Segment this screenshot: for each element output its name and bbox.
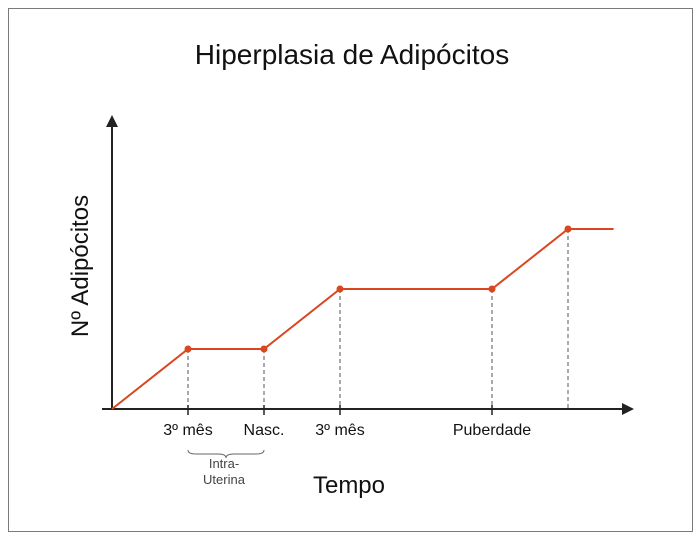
x-axis-title: Tempo — [313, 472, 385, 499]
series-group — [111, 225, 614, 410]
annotation-line-1: Intra- — [209, 456, 239, 471]
data-point — [564, 225, 572, 233]
series-line — [111, 228, 614, 410]
guide-lines — [187, 229, 569, 409]
annotation-line-2: Uterina — [203, 472, 246, 487]
x-tick-label: 3º mês — [163, 422, 212, 439]
intra-uterine-bracket — [187, 449, 265, 459]
x-tick-label: Nasc. — [244, 422, 285, 439]
x-tick-label: Puberdade — [453, 422, 531, 439]
y-axis-arrow — [106, 115, 118, 127]
y-axis-title: Nº Adipócitos — [67, 195, 94, 337]
chart-title: Hiperplasia de Adipócitos — [195, 39, 509, 70]
data-point — [336, 285, 344, 293]
chart-frame — [8, 8, 693, 532]
data-point — [488, 285, 496, 293]
data-point — [260, 345, 268, 353]
x-axis-arrow — [622, 403, 634, 415]
tick-group: 3º mês Nasc. 3º mês Puberdade — [163, 405, 531, 439]
x-tick-label: 3º mês — [315, 422, 364, 439]
data-point — [184, 345, 192, 353]
